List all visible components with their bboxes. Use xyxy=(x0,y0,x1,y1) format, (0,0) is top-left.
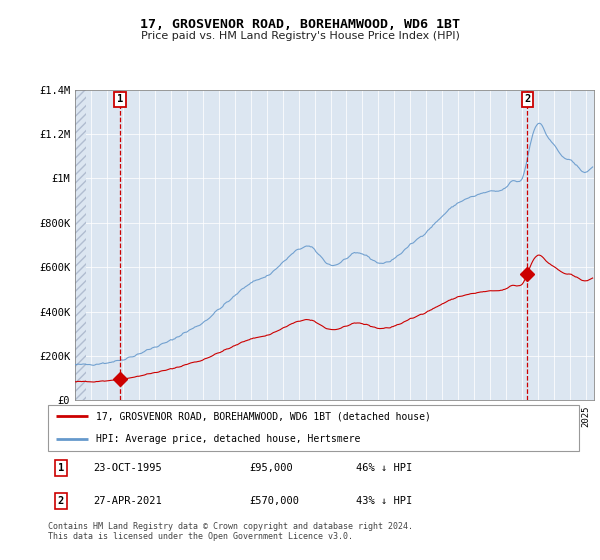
Text: 1: 1 xyxy=(117,94,123,104)
Text: 23-OCT-1995: 23-OCT-1995 xyxy=(93,463,162,473)
Text: 2: 2 xyxy=(524,94,530,104)
Text: 2: 2 xyxy=(58,496,64,506)
Text: Price paid vs. HM Land Registry's House Price Index (HPI): Price paid vs. HM Land Registry's House … xyxy=(140,31,460,41)
Text: 27-APR-2021: 27-APR-2021 xyxy=(93,496,162,506)
Text: £570,000: £570,000 xyxy=(250,496,300,506)
Text: 43% ↓ HPI: 43% ↓ HPI xyxy=(356,496,412,506)
Text: £95,000: £95,000 xyxy=(250,463,293,473)
Text: 46% ↓ HPI: 46% ↓ HPI xyxy=(356,463,412,473)
Text: 17, GROSVENOR ROAD, BOREHAMWOOD, WD6 1BT: 17, GROSVENOR ROAD, BOREHAMWOOD, WD6 1BT xyxy=(140,18,460,31)
Text: HPI: Average price, detached house, Hertsmere: HPI: Average price, detached house, Hert… xyxy=(96,435,360,444)
FancyBboxPatch shape xyxy=(48,405,579,451)
Text: Contains HM Land Registry data © Crown copyright and database right 2024.
This d: Contains HM Land Registry data © Crown c… xyxy=(48,522,413,542)
Text: 17, GROSVENOR ROAD, BOREHAMWOOD, WD6 1BT (detached house): 17, GROSVENOR ROAD, BOREHAMWOOD, WD6 1BT… xyxy=(96,412,431,421)
Text: 1: 1 xyxy=(58,463,64,473)
